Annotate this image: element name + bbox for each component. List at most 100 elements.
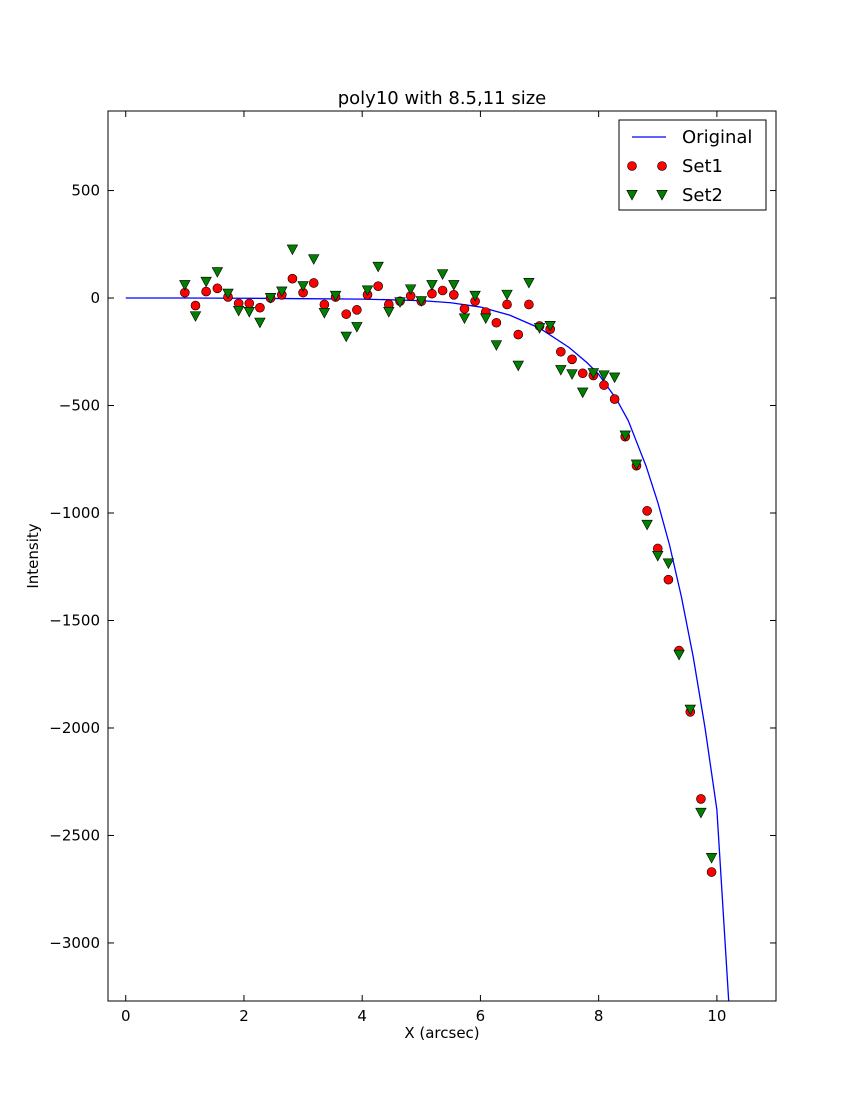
y-tick-label: −500 — [59, 397, 100, 415]
data-point — [491, 317, 502, 328]
data-point — [394, 297, 406, 308]
data-point — [684, 704, 696, 716]
data-point — [286, 244, 299, 256]
data-point — [437, 285, 448, 296]
data-point — [308, 254, 320, 265]
series-line-original — [125, 297, 730, 1001]
data-point — [448, 280, 460, 291]
data-point — [577, 368, 588, 379]
data-point — [609, 394, 620, 404]
x-tick-label: 4 — [357, 1007, 367, 1025]
data-point — [512, 360, 524, 372]
data-point — [523, 278, 535, 289]
data-point — [544, 320, 556, 332]
data-point — [255, 302, 265, 313]
data-point — [372, 261, 384, 273]
data-point — [630, 459, 643, 471]
data-point — [469, 290, 481, 302]
y-tick-label: −1000 — [49, 504, 100, 522]
data-point — [502, 299, 512, 310]
data-point — [373, 281, 383, 292]
data-point — [212, 283, 223, 294]
data-point — [449, 290, 459, 300]
data-point — [179, 280, 191, 291]
data-point — [383, 307, 395, 318]
data-point — [705, 853, 718, 864]
data-point — [533, 323, 546, 334]
data-point — [200, 276, 212, 288]
data-point — [696, 794, 706, 804]
data-point — [480, 313, 492, 325]
data-point — [276, 286, 288, 298]
data-point — [663, 574, 674, 585]
data-point — [244, 298, 255, 309]
data-point — [201, 286, 211, 297]
chart-title: poly10 with 8.5,11 size — [338, 88, 547, 109]
x-tick-label: 6 — [476, 1007, 486, 1025]
data-point — [319, 299, 330, 310]
data-point — [673, 649, 685, 661]
data-point — [598, 370, 610, 381]
data-point — [576, 387, 589, 399]
data-point — [189, 311, 202, 322]
legend-swatch-set2 — [626, 190, 638, 201]
data-point — [341, 309, 352, 319]
data-point — [190, 300, 201, 311]
data-point — [555, 365, 567, 376]
data-point — [458, 313, 471, 325]
y-tick-label: −1500 — [49, 611, 100, 629]
data-point — [340, 331, 352, 343]
legend-label-original: Original — [682, 127, 752, 148]
legend-label-set2: Set2 — [682, 185, 723, 206]
data-point — [695, 807, 707, 819]
data-layer — [125, 244, 730, 1001]
x-tick-label: 2 — [239, 1007, 249, 1025]
plot-content: 0 2 4 6 8 10 500 0 −500 −1000 −1500 −2000 −2500 −3000 — [49, 110, 777, 1025]
y-tick-label: 0 — [90, 289, 100, 307]
data-point — [287, 273, 298, 284]
data-point — [642, 506, 652, 516]
data-point — [641, 519, 653, 531]
data-point — [361, 285, 374, 297]
data-point — [662, 558, 675, 570]
y-tick-label: −3000 — [49, 934, 100, 952]
data-point — [232, 305, 245, 317]
data-point — [566, 369, 578, 380]
data-point — [556, 346, 566, 357]
data-point — [706, 867, 717, 877]
data-point — [404, 284, 417, 296]
data-point — [415, 296, 428, 307]
x-tick-label: 0 — [121, 1007, 131, 1025]
data-point — [222, 288, 234, 300]
legend: Original Set1 Set2 — [618, 119, 767, 211]
data-point — [608, 372, 621, 384]
y-tick-label: −2000 — [49, 719, 100, 737]
data-point — [501, 289, 513, 301]
y-tick-label: −2500 — [49, 826, 100, 844]
data-point — [243, 307, 255, 318]
data-point — [599, 380, 609, 390]
data-point — [351, 322, 363, 333]
y-tick-label: 500 — [71, 182, 100, 200]
data-point — [318, 308, 331, 319]
x-tick-label: 8 — [594, 1007, 604, 1025]
data-point — [587, 368, 600, 379]
x-axis-label: X (arcsec) — [404, 1024, 479, 1042]
data-point — [490, 340, 503, 351]
legend-swatch-set1 — [627, 161, 637, 171]
data-point — [308, 278, 319, 288]
data-point — [264, 293, 277, 304]
data-point — [329, 290, 342, 302]
legend-swatch-set2 — [656, 190, 668, 201]
legend-label-set1: Set1 — [682, 156, 723, 177]
data-point — [619, 430, 631, 442]
data-point — [567, 354, 577, 365]
data-point — [524, 299, 534, 310]
x-tick-label: 10 — [707, 1007, 726, 1025]
legend-box — [618, 119, 767, 211]
axes-background — [108, 111, 776, 1001]
data-point — [652, 551, 664, 562]
axes-frame — [107, 110, 777, 1002]
data-point — [426, 280, 438, 291]
